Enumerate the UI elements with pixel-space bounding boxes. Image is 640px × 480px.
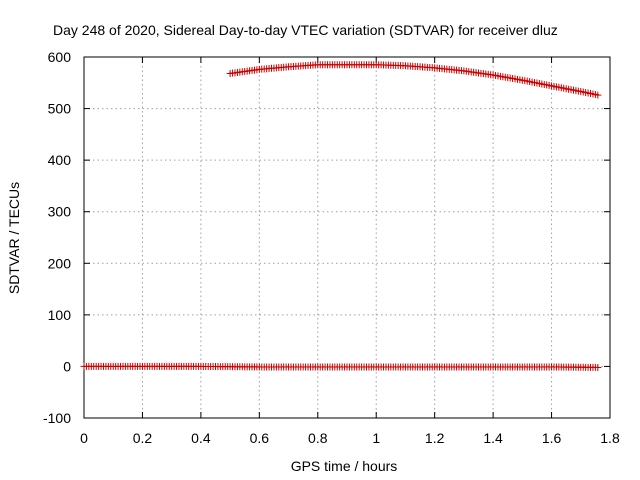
- data-point: [594, 363, 602, 371]
- x-tick-label: 0.8: [308, 430, 328, 446]
- x-tick-label: 1: [372, 430, 380, 446]
- y-tick-label: 200: [48, 255, 72, 271]
- x-tick-label: 1.2: [425, 430, 445, 446]
- y-tick-label: 100: [48, 307, 72, 323]
- y-axis-label: SDTVAR / TECUs: [6, 182, 22, 294]
- x-tick-label: 1.8: [600, 430, 620, 446]
- x-tick-label: 1.6: [542, 430, 562, 446]
- data-point: [594, 91, 602, 99]
- x-tick-label: 1.4: [483, 430, 503, 446]
- data-marks: [80, 61, 602, 371]
- series-1: [80, 362, 602, 371]
- y-tick-label: 300: [48, 204, 72, 220]
- x-tick-label: 0.4: [191, 430, 211, 446]
- y-tick-label: 400: [48, 152, 72, 168]
- y-tick-labels: -100 0 100 200 300 400 500 600: [43, 49, 71, 426]
- x-tick-label: 0.6: [250, 430, 270, 446]
- x-tick-label: 0.2: [133, 430, 153, 446]
- x-axis-label: GPS time / hours: [291, 458, 398, 474]
- x-tick-label: 0: [80, 430, 88, 446]
- y-tick-label: -100: [43, 410, 71, 426]
- plot-frame: [83, 56, 611, 419]
- x-tick-labels: 0 0.2 0.4 0.6 0.8 1 1.2 1.4 1.6 1.8: [80, 430, 620, 446]
- y-tick-label: 500: [48, 101, 72, 117]
- chart-title: Day 248 of 2020, Sidereal Day-to-day VTE…: [53, 22, 558, 38]
- grid: [84, 57, 610, 418]
- series-0: [226, 61, 602, 99]
- y-tick-label: 0: [63, 358, 71, 374]
- y-tick-label: 600: [48, 49, 72, 65]
